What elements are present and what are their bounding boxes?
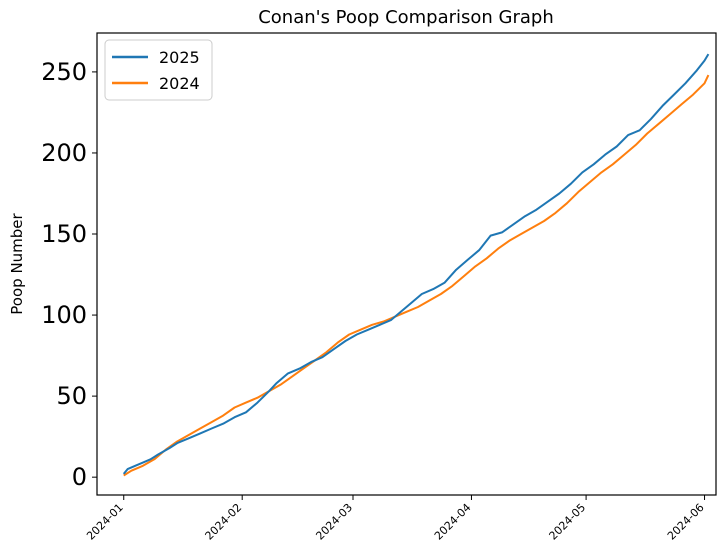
x-tick-label: 2024-01 xyxy=(84,501,126,543)
y-tick-label: 250 xyxy=(41,58,87,86)
x-tick-label: 2024-06 xyxy=(665,501,707,543)
chart-title: Conan's Poop Comparison Graph xyxy=(258,7,554,28)
series-line-2025 xyxy=(122,53,710,475)
legend-label-2024: 2024 xyxy=(159,74,200,93)
x-axis: 2024-01 2024-02 2024-03 2024-04 2024-05 2024-… xyxy=(84,495,707,543)
plot-lines xyxy=(122,53,710,477)
legend: 2025 2024 xyxy=(104,39,213,101)
y-tick-label: 200 xyxy=(41,139,87,167)
y-tick-label: 0 xyxy=(72,463,87,491)
y-tick-label: 50 xyxy=(56,382,87,410)
y-tick-label: 100 xyxy=(41,301,87,329)
x-tick-label: 2024-05 xyxy=(547,501,589,543)
y-axis-label: Poop Number xyxy=(8,212,26,314)
legend-box xyxy=(104,39,213,101)
plot-frame xyxy=(96,32,717,496)
y-axis: 0 50 100 150 200 250 xyxy=(41,58,97,491)
legend-label-2025: 2025 xyxy=(159,48,200,67)
series-line-2024 xyxy=(123,74,710,477)
x-tick-label: 2024-02 xyxy=(203,501,245,543)
x-tick-label: 2024-03 xyxy=(313,501,355,543)
y-tick-label: 150 xyxy=(41,220,87,248)
x-tick-label: 2024-04 xyxy=(432,501,474,543)
